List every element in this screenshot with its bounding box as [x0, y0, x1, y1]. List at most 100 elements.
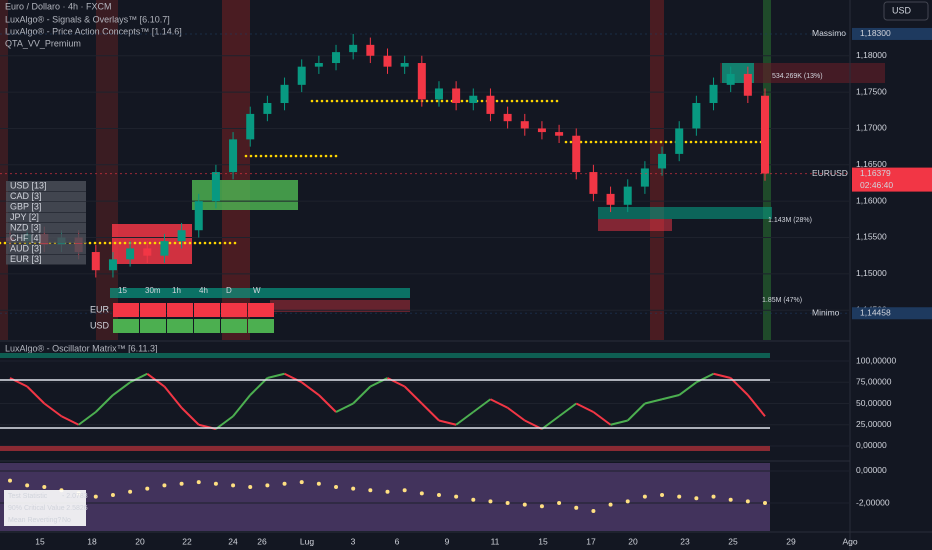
level-dot [699, 140, 703, 144]
candle-body [280, 84, 289, 104]
stat-dot [213, 481, 218, 486]
stat-dot [660, 492, 665, 497]
oscillator-segment [215, 415, 234, 430]
price-value: 1,18300 [860, 28, 891, 38]
level-dot [188, 241, 192, 245]
level-dot [495, 99, 499, 103]
level-dot [739, 140, 743, 144]
stat-dot [8, 478, 12, 483]
oscillator-title: LuxAlgo® - Oscillator Matrix™ [6.11.3] [5, 343, 158, 353]
stat-dot [591, 509, 596, 514]
level-dot [218, 241, 222, 245]
strength-label: JPY [2] [10, 212, 39, 222]
price-badge [852, 167, 932, 192]
x-tick-label: Lug [300, 536, 314, 546]
stat-dot [179, 481, 184, 486]
x-tick-label: 20 [628, 536, 638, 546]
x-tick-label: 11 [491, 536, 500, 546]
tf-cell [113, 319, 139, 333]
level-dot [249, 154, 253, 158]
candle-body [452, 88, 461, 104]
level-dot [445, 99, 449, 103]
level-dot [355, 99, 359, 103]
stat-dot [505, 501, 510, 506]
oscillator-segment [163, 385, 183, 409]
level-dot [133, 241, 137, 245]
x-tick-label: 22 [182, 536, 192, 546]
candle-body [537, 128, 546, 133]
stat-dot [385, 489, 390, 494]
tf-column: 1h [172, 286, 181, 295]
candle-body [675, 128, 684, 154]
oscillator-segment [627, 402, 646, 422]
level-dot [430, 99, 434, 103]
stat-dot [145, 486, 150, 491]
tf-row: EUR [90, 304, 110, 314]
x-tick-label: 24 [228, 536, 238, 546]
level-dot [555, 99, 559, 103]
candle-body [726, 73, 735, 85]
candle-body [520, 121, 529, 129]
oscillator-segment [438, 419, 457, 426]
level-dot [564, 140, 568, 144]
tf-column: 4h [199, 286, 208, 295]
price-value: 1,16379 [860, 168, 891, 178]
oscillator-segment [713, 372, 731, 379]
stat-dot [351, 486, 356, 491]
level-dot [649, 140, 653, 144]
oscillator-segment [318, 394, 337, 413]
x-tick-label: 18 [87, 536, 97, 546]
level-dot [113, 241, 117, 245]
candle-body [349, 44, 358, 53]
oscillator-segment [112, 381, 131, 396]
candle-body [383, 55, 392, 67]
level-dot [138, 241, 142, 245]
level-dot [274, 154, 278, 158]
level-dot [505, 99, 509, 103]
stat-dot [162, 483, 167, 488]
oscillator-segment [129, 372, 148, 384]
level-dot [714, 140, 718, 144]
currency-button[interactable] [883, 1, 929, 21]
tf-cell [248, 319, 274, 333]
level-dot [350, 99, 354, 103]
candle-body [177, 230, 186, 242]
strength-row [6, 212, 86, 223]
stat-dot [368, 488, 373, 493]
candle-body [589, 172, 598, 194]
level-dot [619, 140, 623, 144]
indicator: LuxAlgo® - Signals & Overlays™ [6.10.7] [5, 14, 170, 24]
candle-body [692, 103, 701, 129]
level-dot [340, 99, 344, 103]
candle-body [194, 201, 203, 231]
stat-dot [196, 480, 201, 485]
oscillator-segment [284, 372, 303, 384]
level-dot [375, 99, 379, 103]
level-dot [629, 140, 633, 144]
level-dot [345, 99, 349, 103]
level-dot [148, 241, 152, 245]
oscillator-segment [661, 394, 680, 401]
osc-band [0, 446, 770, 451]
level-dot [3, 241, 7, 245]
level-dot [410, 99, 414, 103]
candle-body [211, 172, 220, 202]
strength-row [6, 254, 86, 265]
level-dot [213, 241, 217, 245]
stat-dot [574, 505, 579, 510]
oscillator-segment [249, 377, 269, 396]
level-dot [98, 241, 102, 245]
candle-body [417, 63, 426, 100]
level-dot [360, 99, 364, 103]
strength-label: EUR [3] [10, 254, 42, 264]
level-dot [208, 241, 212, 245]
oscillator-segment [335, 402, 354, 413]
strength-label: AUD [3] [10, 243, 42, 253]
level-dot [314, 154, 318, 158]
stat-dot [110, 492, 115, 497]
currency[interactable]: USD [892, 5, 912, 15]
level-dot [310, 99, 314, 103]
level-dot [724, 140, 728, 144]
strength-row [6, 202, 86, 212]
strength-label: CAD [3] [10, 191, 42, 201]
